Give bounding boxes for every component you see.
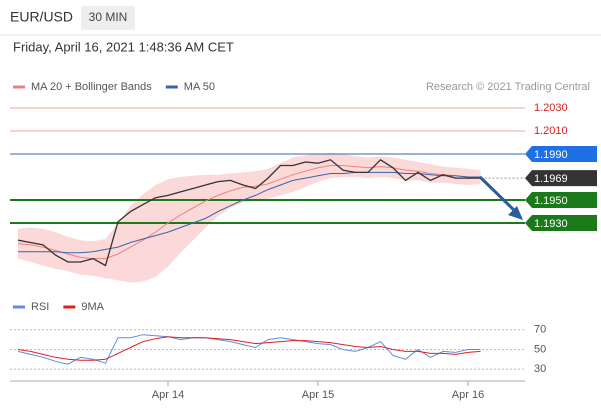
y-tick-label: 30 bbox=[534, 363, 546, 375]
indicator-line bbox=[17, 336, 481, 361]
forecast-arrow-head bbox=[508, 206, 523, 220]
datetime: Friday, April 16, 2021 1:48:36 AM CET bbox=[13, 39, 234, 54]
x-tick-label: Apr 14 bbox=[152, 389, 184, 401]
level-label: 1.1969 bbox=[534, 173, 568, 185]
symbol: EUR/USD bbox=[10, 9, 73, 25]
legend-label: RSI bbox=[31, 301, 49, 313]
level-label: 1.1930 bbox=[534, 218, 568, 230]
level-label: 1.1950 bbox=[534, 195, 568, 207]
level-tag bbox=[525, 146, 597, 163]
x-tick-label: Apr 16 bbox=[452, 389, 484, 401]
level-label: 1.2010 bbox=[534, 125, 568, 137]
x-tick-label: Apr 15 bbox=[302, 389, 334, 401]
level-tag bbox=[525, 170, 597, 187]
y-tick-label: 70 bbox=[534, 324, 546, 336]
level-tag bbox=[525, 214, 597, 231]
timeframe-box[interactable] bbox=[81, 6, 135, 30]
bollinger-band bbox=[18, 152, 481, 283]
legend-label: MA 20 + Bollinger Bands bbox=[31, 81, 152, 93]
timeframe[interactable]: 30 MIN bbox=[89, 10, 128, 24]
level-tag bbox=[525, 191, 597, 208]
price-line bbox=[17, 158, 481, 267]
copyright: Research © 2021 Trading Central bbox=[426, 81, 590, 93]
level-label: 1.2030 bbox=[534, 102, 568, 114]
level-label: 1.1990 bbox=[534, 149, 568, 161]
y-tick-label: 50 bbox=[534, 343, 546, 355]
price-line bbox=[18, 171, 481, 254]
legend-label: MA 50 bbox=[184, 81, 215, 93]
forecast-arrow bbox=[478, 175, 520, 216]
legend-label: 9MA bbox=[81, 301, 104, 313]
